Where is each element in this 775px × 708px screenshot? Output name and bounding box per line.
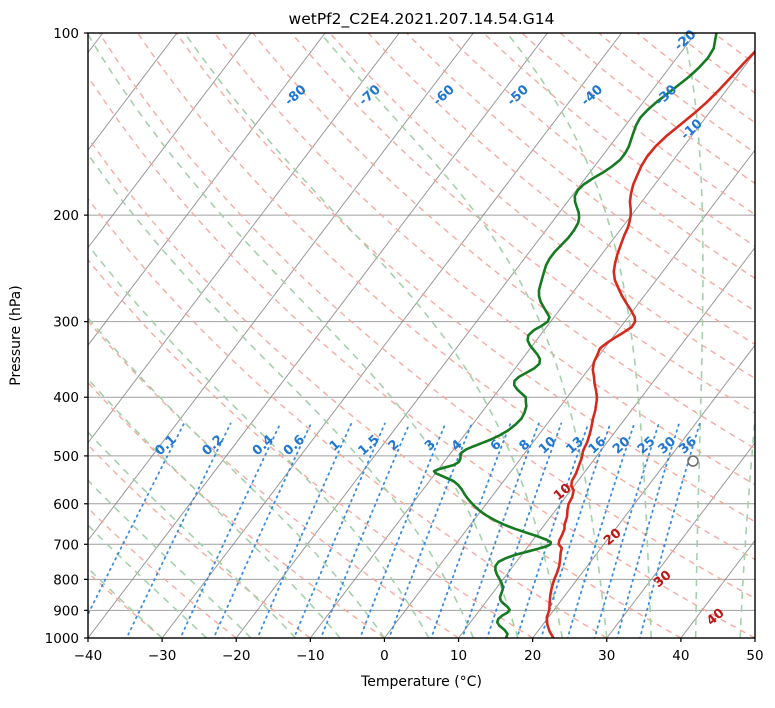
dry-adiabat-line <box>98 33 755 600</box>
y-tick-label: 400 <box>53 390 79 406</box>
plot-frame <box>87 32 756 639</box>
mixing-ratio-line <box>179 422 282 638</box>
y-tick-label: 700 <box>53 537 79 553</box>
dry-adiabat-line <box>88 75 755 638</box>
mixing-ratio-line <box>88 422 185 617</box>
dry-adiabat-line <box>88 258 534 638</box>
x-tick-label: 0 <box>380 648 389 664</box>
x-tick-label: 20 <box>524 648 541 664</box>
temperature-profile-line <box>545 49 755 638</box>
isotherm-line <box>309 51 755 638</box>
dry-adiabat-line <box>88 197 608 638</box>
isotherm-line <box>532 344 755 638</box>
dry-adiabat-line <box>137 33 755 561</box>
x-tick-label: −40 <box>74 648 103 664</box>
lcl-marker-icon <box>687 455 699 467</box>
x-tick-label: 40 <box>672 648 689 664</box>
mixing-ratio-line <box>212 422 312 638</box>
mixing-ratio-line <box>293 422 386 638</box>
moist-adiabat-line <box>319 33 608 638</box>
dry-adiabat-line <box>88 507 237 638</box>
mixing-ratio-line <box>319 422 411 638</box>
y-tick-label: 100 <box>53 26 79 42</box>
y-tick-label: 1000 <box>45 631 79 647</box>
mixing-ratio-line <box>540 422 612 638</box>
mixing-ratio-line <box>593 422 660 638</box>
moist-adiabat-line <box>739 411 755 638</box>
mixing-ratio-line <box>256 422 353 638</box>
x-tick-label: 10 <box>450 648 467 664</box>
moist-adiabat-line <box>683 33 704 638</box>
data-layer <box>432 33 755 638</box>
mixing-ratio-line <box>516 422 590 638</box>
dry-adiabat-line <box>88 443 311 638</box>
y-axis-label: Pressure (hPa) <box>8 285 24 385</box>
x-axis-label: Temperature (°C) <box>360 674 482 690</box>
dry-adiabat-line <box>88 136 682 638</box>
mixing-ratio-line <box>566 422 636 638</box>
isotherm-line <box>754 637 755 638</box>
moist-adiabat-line <box>88 377 341 638</box>
y-tick-label: 900 <box>53 603 79 619</box>
moist-adiabat-line <box>88 152 475 638</box>
isotherm-line <box>88 33 252 249</box>
dry-adiabat-line <box>214 33 755 486</box>
moist-adiabat-line <box>88 316 386 638</box>
isotherm-line <box>88 33 178 151</box>
mixing-ratio-line <box>388 422 473 638</box>
x-tick-label: 30 <box>598 648 615 664</box>
chart-title: wetPf2_C2E4.2021.207.14.54.G14 <box>289 10 555 29</box>
x-tick-label: 50 <box>746 648 763 664</box>
y-tick-label: 600 <box>53 497 79 513</box>
isotherm-line <box>606 442 755 638</box>
moist-adiabat-line <box>505 33 652 638</box>
mixing-ratio-line <box>639 422 701 638</box>
isotherm-line <box>88 33 326 347</box>
isotherm-line <box>88 33 400 444</box>
dewpoint-profile-line <box>432 33 718 638</box>
dry-adiabat-line <box>252 33 755 450</box>
mixing-ratio-line <box>616 422 680 638</box>
x-tick-label: −30 <box>148 648 177 664</box>
dry-adiabat-line <box>88 381 385 638</box>
moist-adiabat-line <box>183 33 564 638</box>
y-tick-label: 300 <box>53 315 79 331</box>
mixing-ratio-line <box>359 422 447 638</box>
moist-adiabat-line <box>88 431 297 638</box>
y-tick-label: 500 <box>53 449 79 465</box>
mixing-ratio-line <box>125 422 232 638</box>
isotherm-line <box>161 33 622 638</box>
isotherm-line <box>235 33 697 638</box>
y-tick-label: 800 <box>53 572 79 588</box>
isotherm-line <box>384 149 755 638</box>
dry-adiabat-line <box>175 33 755 523</box>
x-tick-label: −10 <box>296 648 325 664</box>
isotherm-line <box>88 33 474 542</box>
thermo-lines-layer <box>88 33 755 638</box>
moist-adiabat-line <box>88 243 430 638</box>
plot-background <box>88 33 755 638</box>
y-tick-label: 200 <box>53 208 79 224</box>
mixing-ratio-line <box>430 422 512 638</box>
x-tick-label: −20 <box>222 648 251 664</box>
grid-layer <box>88 32 755 639</box>
